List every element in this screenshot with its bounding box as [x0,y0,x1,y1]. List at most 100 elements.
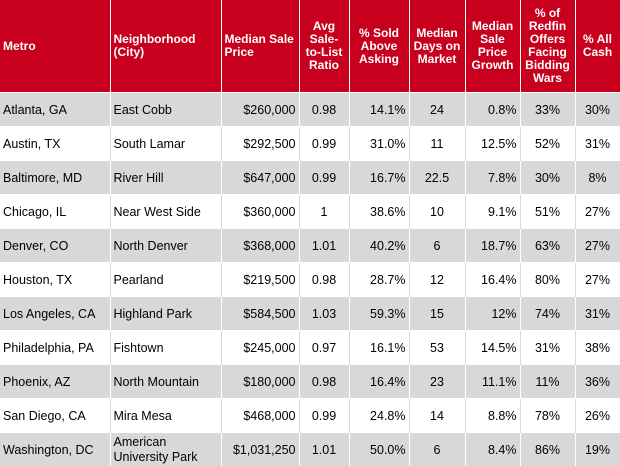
header-sale-to-list-ratio: Avg Sale-to-List Ratio [299,0,349,93]
cell-neighborhood: North Denver [110,229,221,263]
cell-metro: Atlanta, GA [0,93,110,127]
cell-price-growth: 7.8% [465,161,520,195]
header-bidding-wars: % of Redfin Offers Facing Bidding Wars [520,0,575,93]
cell-metro: Denver, CO [0,229,110,263]
cell-metro: Phoenix, AZ [0,365,110,399]
cell-neighborhood: American University Park [110,433,221,466]
cell-price-growth: 11.1% [465,365,520,399]
cell-price-growth: 8.8% [465,399,520,433]
cell-days-on-market: 53 [409,331,465,365]
cell-bidding-wars: 86% [520,433,575,466]
cell-bidding-wars: 74% [520,297,575,331]
cell-median-sale-price: $584,500 [221,297,299,331]
cell-price-growth: 16.4% [465,263,520,297]
cell-all-cash: 27% [575,263,620,297]
cell-neighborhood: South Lamar [110,127,221,161]
cell-days-on-market: 10 [409,195,465,229]
cell-median-sale-price: $180,000 [221,365,299,399]
cell-price-growth: 9.1% [465,195,520,229]
cell-metro: Chicago, IL [0,195,110,229]
header-all-cash: % All Cash [575,0,620,93]
cell-bidding-wars: 78% [520,399,575,433]
cell-median-sale-price: $647,000 [221,161,299,195]
cell-sold-above-asking: 24.8% [349,399,409,433]
header-median-sale-price: Median Sale Price [221,0,299,93]
cell-bidding-wars: 52% [520,127,575,161]
cell-days-on-market: 15 [409,297,465,331]
cell-median-sale-price: $1,031,250 [221,433,299,466]
cell-price-growth: 14.5% [465,331,520,365]
cell-sold-above-asking: 40.2% [349,229,409,263]
cell-sold-above-asking: 50.0% [349,433,409,466]
cell-all-cash: 38% [575,331,620,365]
cell-days-on-market: 23 [409,365,465,399]
cell-bidding-wars: 30% [520,161,575,195]
header-row: Metro Neighborhood (City) Median Sale Pr… [0,0,620,93]
cell-median-sale-price: $468,000 [221,399,299,433]
cell-sale-to-list-ratio: 0.98 [299,263,349,297]
cell-sale-to-list-ratio: 1.03 [299,297,349,331]
cell-price-growth: 12% [465,297,520,331]
cell-price-growth: 8.4% [465,433,520,466]
cell-days-on-market: 14 [409,399,465,433]
cell-neighborhood: Mira Mesa [110,399,221,433]
header-neighborhood: Neighborhood (City) [110,0,221,93]
cell-sold-above-asking: 16.1% [349,331,409,365]
cell-price-growth: 0.8% [465,93,520,127]
header-days-on-market: Median Days on Market [409,0,465,93]
cell-bidding-wars: 33% [520,93,575,127]
cell-bidding-wars: 51% [520,195,575,229]
cell-metro: San Diego, CA [0,399,110,433]
cell-neighborhood: Pearland [110,263,221,297]
cell-all-cash: 31% [575,297,620,331]
cell-all-cash: 31% [575,127,620,161]
cell-sale-to-list-ratio: 0.98 [299,365,349,399]
cell-all-cash: 19% [575,433,620,466]
cell-sold-above-asking: 59.3% [349,297,409,331]
cell-sale-to-list-ratio: 1 [299,195,349,229]
cell-median-sale-price: $368,000 [221,229,299,263]
cell-all-cash: 26% [575,399,620,433]
cell-sold-above-asking: 16.4% [349,365,409,399]
cell-sold-above-asking: 38.6% [349,195,409,229]
cell-neighborhood: River Hill [110,161,221,195]
cell-neighborhood: East Cobb [110,93,221,127]
cell-neighborhood: North Mountain [110,365,221,399]
cell-metro: Austin, TX [0,127,110,161]
cell-median-sale-price: $245,000 [221,331,299,365]
cell-sold-above-asking: 28.7% [349,263,409,297]
cell-days-on-market: 22.5 [409,161,465,195]
cell-days-on-market: 6 [409,229,465,263]
header-sold-above-asking: % Sold Above Asking [349,0,409,93]
cell-median-sale-price: $219,500 [221,263,299,297]
cell-all-cash: 30% [575,93,620,127]
cell-sold-above-asking: 16.7% [349,161,409,195]
cell-metro: Washington, DC [0,433,110,466]
cell-all-cash: 36% [575,365,620,399]
cell-bidding-wars: 11% [520,365,575,399]
cell-all-cash: 8% [575,161,620,195]
cell-bidding-wars: 80% [520,263,575,297]
cell-days-on-market: 12 [409,263,465,297]
cell-sale-to-list-ratio: 0.99 [299,161,349,195]
cell-sale-to-list-ratio: 1.01 [299,229,349,263]
cell-neighborhood: Highland Park [110,297,221,331]
cell-sale-to-list-ratio: 0.99 [299,127,349,161]
cell-neighborhood: Fishtown [110,331,221,365]
cell-sale-to-list-ratio: 1.01 [299,433,349,466]
cell-neighborhood: Near West Side [110,195,221,229]
cell-metro: Philadelphia, PA [0,331,110,365]
cell-median-sale-price: $360,000 [221,195,299,229]
cell-all-cash: 27% [575,229,620,263]
